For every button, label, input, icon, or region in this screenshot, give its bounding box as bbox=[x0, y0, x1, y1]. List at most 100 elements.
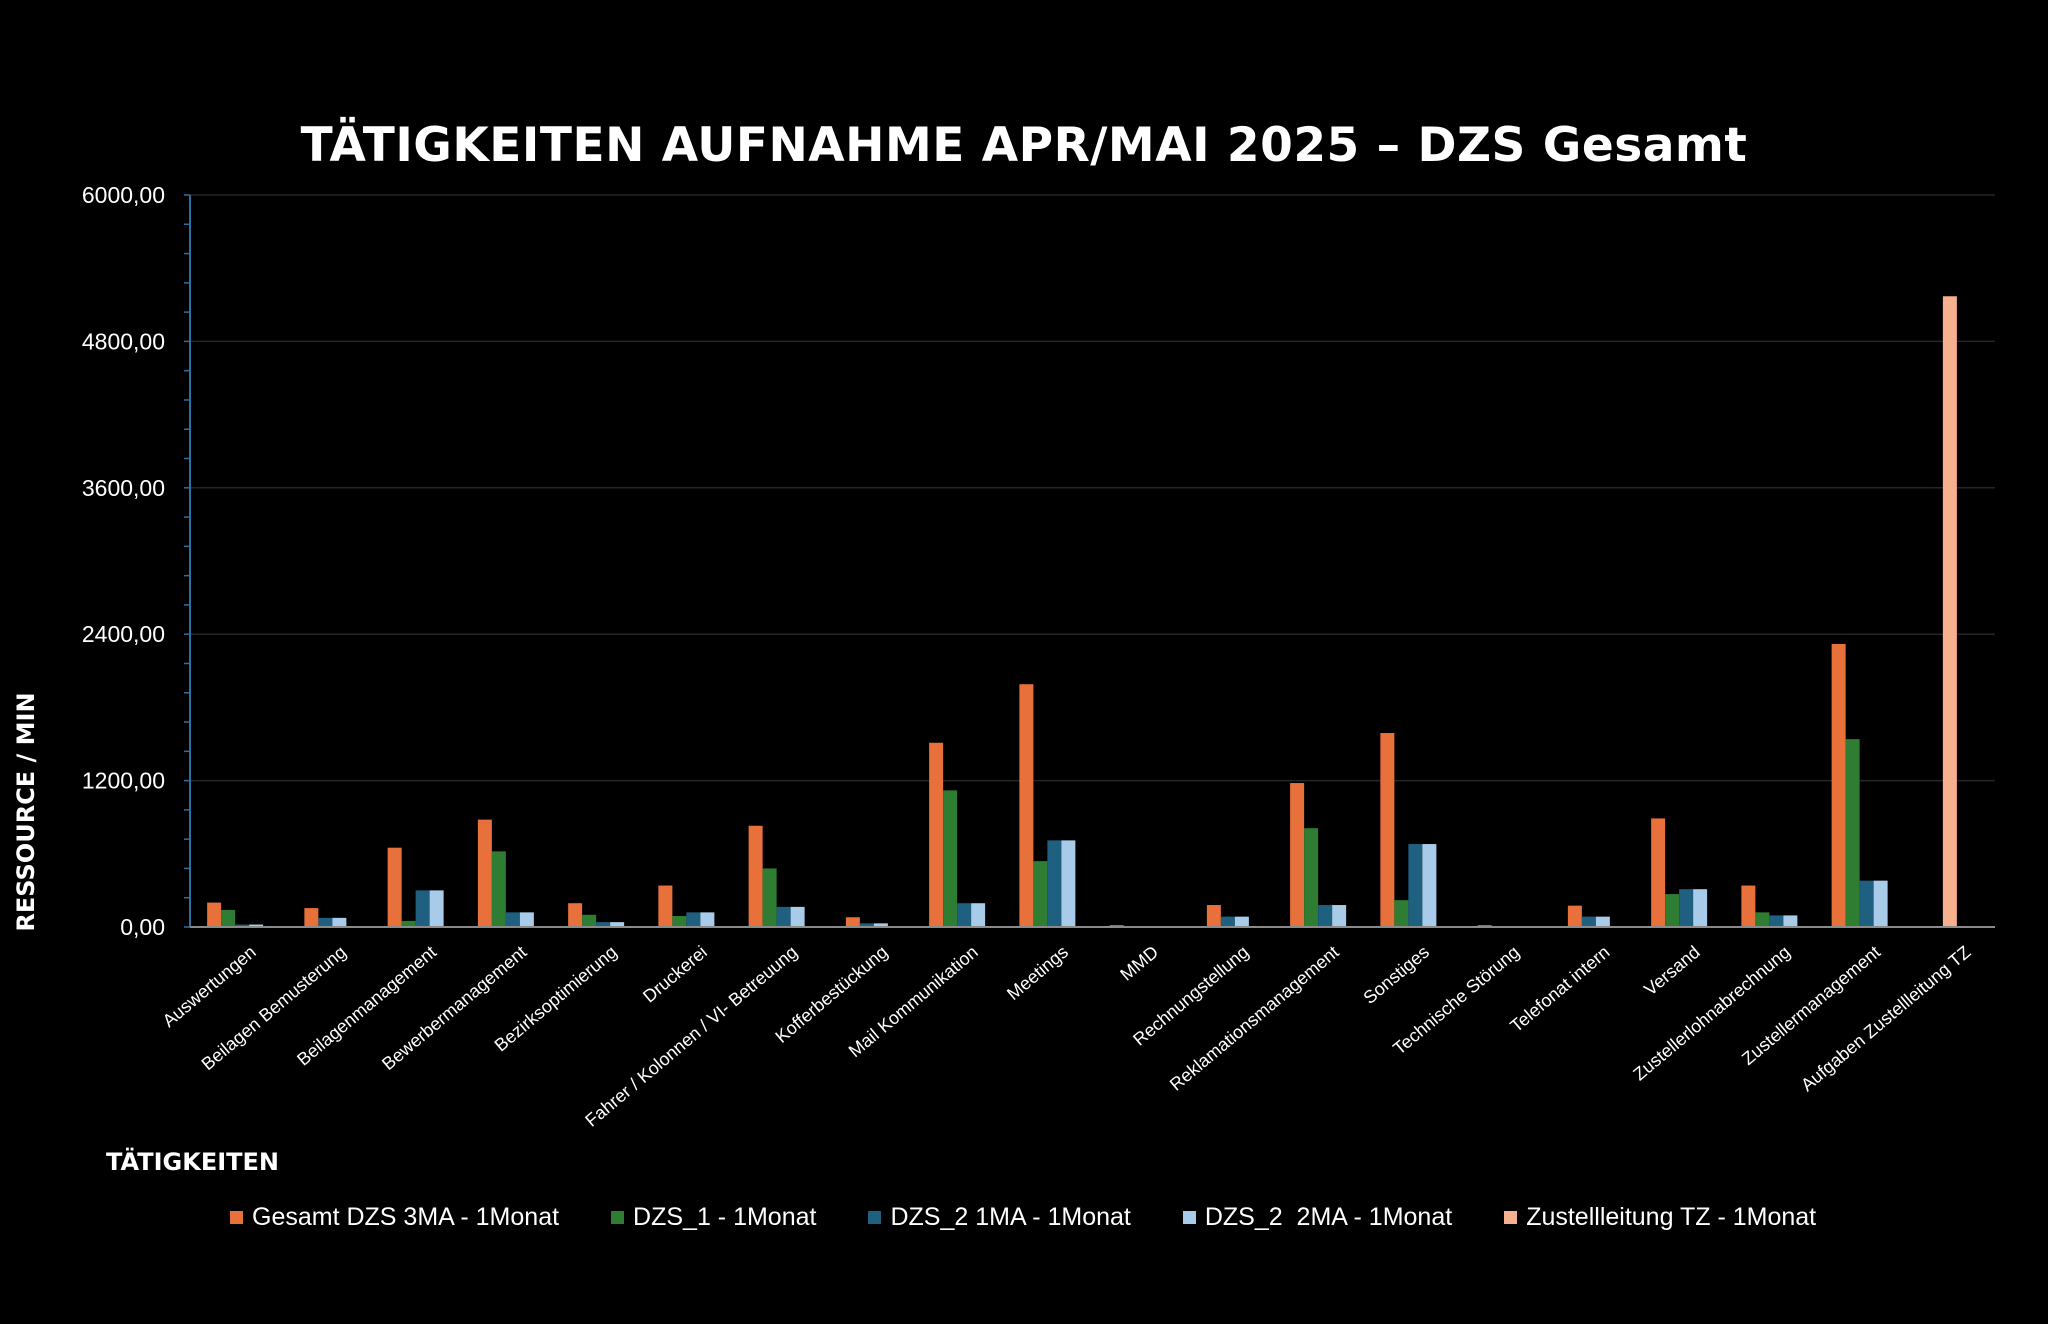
bar bbox=[387, 847, 402, 927]
bar bbox=[859, 923, 874, 927]
bar bbox=[332, 917, 347, 927]
legend-swatch bbox=[230, 1210, 243, 1224]
legend-label: DZS_2 1MA - 1Monat bbox=[890, 1202, 1131, 1231]
bar bbox=[519, 912, 534, 927]
bar bbox=[1595, 916, 1610, 927]
bar bbox=[1408, 844, 1423, 927]
bar bbox=[1061, 840, 1076, 927]
bar bbox=[1679, 889, 1694, 927]
bar bbox=[1047, 840, 1062, 927]
legend-item: Zustellleitung TZ - 1Monat bbox=[1504, 1203, 1816, 1232]
y-tick-label: 6000,00 bbox=[82, 182, 165, 208]
bar bbox=[1394, 900, 1409, 927]
bar bbox=[1942, 296, 1957, 927]
legend-swatch bbox=[868, 1210, 882, 1224]
bar bbox=[1567, 905, 1582, 927]
bar bbox=[748, 825, 763, 927]
x-tick-label: Reklamationsmanagement bbox=[1166, 942, 1343, 1095]
bar bbox=[1304, 828, 1319, 927]
bar bbox=[1422, 844, 1437, 927]
bar bbox=[1206, 905, 1221, 927]
x-tick-label: Druckerei bbox=[639, 942, 711, 1007]
bar bbox=[1831, 643, 1846, 927]
bar bbox=[943, 790, 958, 927]
bar bbox=[1845, 739, 1860, 927]
bar bbox=[1693, 889, 1708, 927]
bar bbox=[1033, 861, 1048, 927]
bar bbox=[477, 819, 492, 927]
bar bbox=[1220, 916, 1235, 927]
bar bbox=[1873, 880, 1888, 927]
bar bbox=[672, 916, 687, 927]
bar bbox=[1332, 905, 1347, 927]
bar bbox=[304, 908, 319, 927]
x-tick-label: Aufgaben Zustellleitung TZ bbox=[1797, 942, 1974, 1095]
chart-title: TÄTIGKEITEN AUFNAHME APR/MAI 2025 – DZS … bbox=[300, 118, 1748, 173]
y-tick-label: 4800,00 bbox=[82, 328, 165, 354]
bar bbox=[762, 868, 777, 927]
legend-swatch bbox=[611, 1210, 625, 1224]
legend-item: DZS_1 - 1Monat bbox=[611, 1203, 816, 1232]
bar bbox=[235, 924, 250, 927]
x-tick-label: Sonstiges bbox=[1360, 942, 1433, 1008]
y-tick-label: 2400,00 bbox=[82, 621, 165, 647]
legend: Gesamt DZS 3MA - 1Monat DZS_1 - 1Monat DZS… bbox=[230, 1200, 1868, 1234]
bar bbox=[1651, 818, 1666, 927]
x-tick-label: Beilagen Bemusterung bbox=[198, 942, 350, 1074]
bar bbox=[568, 903, 583, 927]
bar bbox=[1234, 916, 1249, 927]
bar bbox=[845, 917, 860, 927]
bar bbox=[790, 906, 805, 927]
bar bbox=[1741, 885, 1756, 927]
y-tick-label: 3600,00 bbox=[82, 475, 165, 501]
bar bbox=[596, 922, 611, 927]
bar bbox=[491, 851, 506, 927]
y-tick-label: 0,00 bbox=[120, 914, 165, 940]
legend-label: DZS_1 - 1Monat bbox=[633, 1202, 817, 1231]
bar bbox=[1290, 783, 1305, 927]
legend-label: Zustellleitung TZ - 1Monat bbox=[1526, 1202, 1817, 1231]
x-tick-label: Meetings bbox=[1003, 942, 1072, 1004]
bar bbox=[1769, 915, 1784, 927]
bar bbox=[610, 922, 625, 927]
x-tick-label: Zustellerlohnabrechnung bbox=[1629, 942, 1794, 1085]
bar bbox=[221, 909, 236, 927]
legend-label: DZS_2 2MA - 1Monat bbox=[1204, 1202, 1453, 1231]
bar bbox=[1019, 684, 1034, 927]
bar bbox=[700, 912, 715, 927]
bar bbox=[505, 912, 520, 927]
bar bbox=[415, 890, 430, 927]
bar bbox=[1318, 905, 1333, 927]
bar bbox=[1380, 733, 1395, 927]
bar bbox=[207, 902, 222, 927]
bar bbox=[873, 923, 888, 927]
bar bbox=[658, 885, 673, 927]
bar bbox=[776, 906, 791, 927]
legend-item: DZS_2 2MA - 1Monat bbox=[1182, 1202, 1453, 1232]
x-tick-label: Auswertungen bbox=[159, 942, 260, 1031]
bar bbox=[957, 903, 972, 927]
bar bbox=[249, 924, 264, 927]
bar bbox=[401, 920, 416, 927]
bar bbox=[1665, 894, 1680, 927]
x-tick-label: Bewerbermanagement bbox=[378, 942, 530, 1074]
bar bbox=[1783, 915, 1798, 927]
legend-label: Gesamt DZS 3MA - 1Monat bbox=[252, 1202, 560, 1231]
legend-swatch bbox=[1182, 1210, 1196, 1224]
bar bbox=[582, 914, 597, 927]
bar bbox=[318, 917, 333, 927]
legend-item: Gesamt DZS 3MA - 1Monat bbox=[230, 1203, 559, 1232]
bar bbox=[929, 742, 944, 927]
legend-swatch bbox=[1504, 1210, 1518, 1224]
x-tick-label: MMD bbox=[1116, 942, 1162, 985]
bar bbox=[686, 912, 701, 927]
bar bbox=[971, 903, 986, 927]
x-tick-label: Telefonat intern bbox=[1506, 942, 1613, 1036]
bar bbox=[1755, 912, 1770, 927]
legend-item: DZS_2 1MA - 1Monat bbox=[868, 1202, 1131, 1232]
x-tick-label: Versand bbox=[1640, 942, 1703, 1000]
x-axis-title: TÄTIGKEITEN bbox=[106, 1148, 279, 1176]
y-tick-label: 1200,00 bbox=[82, 768, 165, 794]
bar bbox=[429, 890, 444, 927]
